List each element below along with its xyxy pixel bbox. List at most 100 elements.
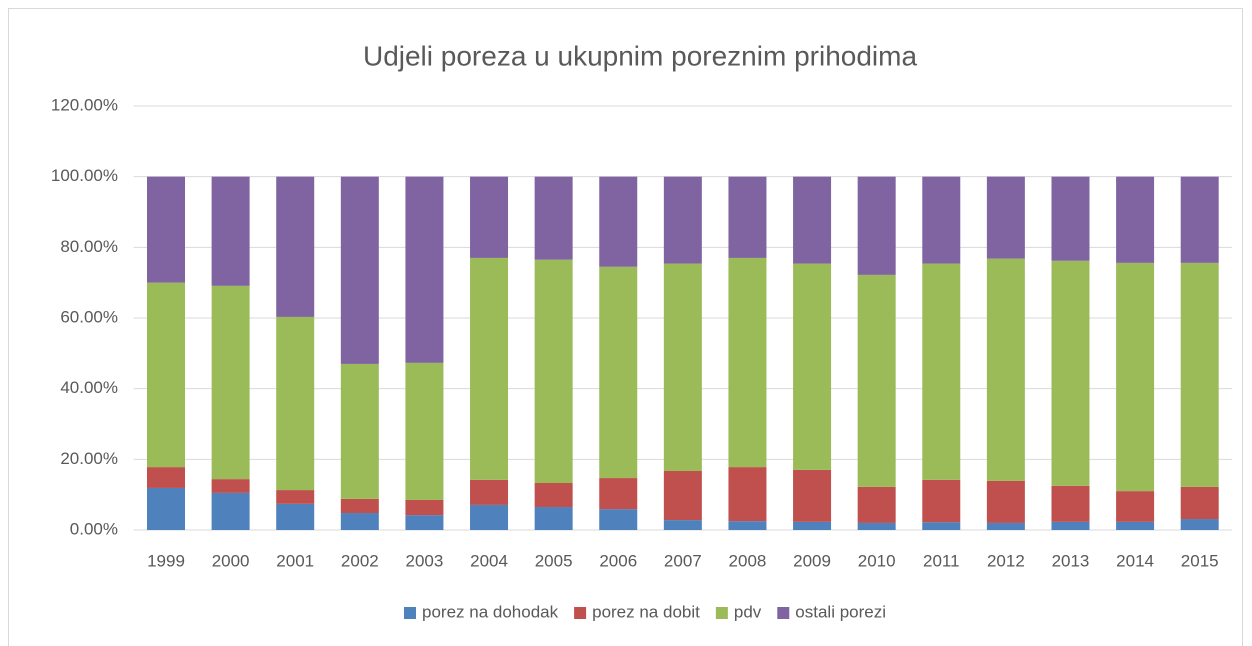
bar-segment	[663, 520, 702, 530]
bar-segment	[793, 469, 832, 522]
bar-segment	[340, 176, 379, 364]
x-tick-label: 2006	[599, 551, 637, 570]
bar-segment	[857, 176, 896, 275]
bar-segment	[1116, 521, 1155, 530]
bar-segment	[986, 176, 1025, 259]
x-tick-label: 2013	[1052, 551, 1090, 570]
bar-segment	[922, 522, 961, 530]
bar-segment	[728, 257, 767, 468]
bar-segment	[340, 498, 379, 514]
bar-segment	[470, 504, 509, 530]
bar-segment	[1051, 485, 1090, 522]
bar-segment	[1116, 491, 1155, 522]
x-tick-label: 2007	[664, 551, 702, 570]
y-tick-label: 100.00%	[51, 166, 118, 185]
x-tick-label: 2012	[987, 551, 1025, 570]
bar-segment	[147, 487, 186, 530]
y-tick-label: 40.00%	[60, 378, 118, 397]
y-tick-label: 120.00%	[51, 95, 118, 114]
bar-segment	[1051, 176, 1090, 261]
bar-segment	[405, 176, 444, 363]
x-tick-label: 2001	[276, 551, 314, 570]
legend-swatch	[777, 607, 790, 619]
bar-segment	[534, 507, 573, 530]
bar-segment	[922, 176, 961, 264]
bar-segment	[793, 263, 832, 470]
bar-segment	[211, 285, 250, 480]
bar-segment	[793, 176, 832, 264]
bar-segment	[1180, 519, 1219, 530]
bar-segment	[147, 176, 186, 283]
bar-segment	[663, 176, 702, 264]
bar-segment	[599, 176, 638, 267]
legend-swatch	[404, 607, 416, 619]
legend-label: pdv	[734, 602, 762, 621]
bar-segment	[340, 513, 379, 530]
bar-segment	[147, 282, 186, 468]
bar-segment	[276, 503, 315, 530]
bar-segment	[470, 176, 509, 258]
bar-segment	[1180, 176, 1219, 263]
bar-segment	[986, 258, 1025, 481]
x-tick-label: 2003	[406, 551, 444, 570]
bar-segment	[211, 479, 250, 493]
x-tick-label: 2000	[212, 551, 250, 570]
bar-segment	[470, 257, 509, 480]
bar-segment	[405, 499, 444, 516]
bar-segment	[211, 176, 250, 286]
bar-segment	[470, 479, 509, 505]
bar-segment	[663, 470, 702, 521]
bar-segment	[857, 522, 896, 530]
legend-label: porez na dohodak	[422, 602, 559, 621]
bar-segment	[599, 266, 638, 479]
bar-segment	[986, 522, 1025, 530]
bar-segment	[276, 316, 315, 491]
bar-segment	[534, 259, 573, 484]
x-tick-label: 2015	[1181, 551, 1219, 570]
bar-segment	[986, 480, 1025, 523]
legend-swatch	[574, 607, 587, 619]
bar-segment	[728, 467, 767, 522]
bar-segment	[663, 263, 702, 471]
bar-segment	[1180, 486, 1219, 520]
bar-segment	[534, 176, 573, 260]
bar-segment	[857, 486, 896, 523]
x-tick-label: 1999	[147, 551, 185, 570]
x-tick-label: 2008	[729, 551, 767, 570]
legend-label: ostali porezi	[795, 602, 886, 621]
chart-title: Udjeli poreza u ukupnim poreznim prihodi…	[363, 40, 917, 71]
bar-segment	[922, 263, 961, 480]
bar-segment	[728, 176, 767, 258]
bar-segment	[276, 176, 315, 317]
bar-segment	[599, 478, 638, 510]
bar-segment	[405, 515, 444, 530]
bar-segment	[728, 521, 767, 530]
bar-segment	[922, 479, 961, 523]
bar-segment	[1116, 176, 1155, 263]
x-tick-label: 2010	[858, 551, 896, 570]
y-tick-label: 0.00%	[70, 519, 118, 538]
x-tick-label: 2011	[923, 551, 960, 570]
bar-segment	[1180, 262, 1219, 487]
bar-segment	[793, 521, 832, 530]
y-tick-label: 80.00%	[60, 237, 118, 256]
y-tick-label: 20.00%	[60, 449, 118, 468]
bar-segment	[340, 363, 379, 499]
bar-segment	[405, 362, 444, 500]
x-tick-label: 2004	[470, 551, 508, 570]
bar-segment	[599, 509, 638, 530]
bar-segment	[1051, 521, 1090, 530]
bar-segment	[211, 492, 250, 530]
bar-segment	[147, 467, 186, 488]
x-tick-label: 2005	[535, 551, 573, 570]
bar-segment	[857, 274, 896, 487]
bar-segment	[534, 483, 573, 508]
legend-swatch	[715, 607, 728, 619]
legend-label: porez na dobit	[592, 602, 700, 621]
x-tick-label: 2014	[1116, 551, 1154, 570]
x-tick-label: 2009	[793, 551, 831, 570]
bar-segment	[276, 490, 315, 504]
bar-segment	[1051, 260, 1090, 486]
y-tick-label: 60.00%	[60, 307, 118, 326]
